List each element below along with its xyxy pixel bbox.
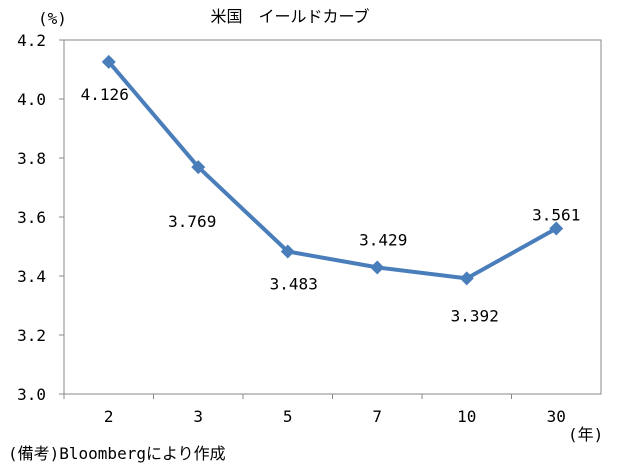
data-point-marker — [191, 160, 206, 175]
data-label: 3.561 — [532, 206, 580, 225]
x-tick-label: 5 — [283, 407, 293, 426]
plot-area-frame — [63, 39, 602, 395]
y-tick-label: 3.0 — [17, 385, 46, 404]
x-tick-label: 10 — [457, 407, 476, 426]
data-point-marker — [280, 244, 295, 259]
series-line — [107, 60, 558, 281]
series-group — [101, 54, 564, 286]
x-tick-label: 2 — [104, 407, 114, 426]
y-tick-label: 3.4 — [17, 267, 46, 286]
x-tick-label: 3 — [193, 407, 203, 426]
source-note: (備考)Bloombergにより作成 — [8, 444, 226, 463]
x-axis-unit-label: (年) — [568, 425, 603, 444]
data-label: 3.483 — [270, 275, 318, 294]
x-axis: 2 3 5 7 10 30 — [63, 394, 566, 426]
data-point-marker — [370, 260, 385, 275]
y-tick-label: 3.2 — [17, 326, 46, 345]
x-tick-label: 30 — [547, 407, 566, 426]
data-label: 3.429 — [359, 230, 407, 249]
data-label: 3.392 — [451, 306, 499, 325]
y-tick-label: 3.6 — [17, 208, 46, 227]
data-labels-group: 4.126 3.769 3.483 3.429 3.392 3.561 — [81, 85, 581, 326]
x-tick-label: 7 — [372, 407, 382, 426]
y-tick-label: 3.8 — [17, 149, 46, 168]
data-point-marker — [101, 54, 116, 69]
data-point-marker — [459, 271, 474, 286]
y-tick-label: 4.0 — [17, 90, 46, 109]
y-axis: 3.0 3.2 3.4 3.6 3.8 4.0 4.2 — [17, 31, 64, 404]
data-label: 4.126 — [81, 85, 129, 104]
chart-title: 米国 イールドカーブ — [210, 7, 369, 26]
data-label: 3.769 — [168, 212, 216, 231]
y-axis-unit-label: (%) — [38, 9, 67, 28]
data-point-marker — [549, 221, 564, 236]
y-tick-label: 4.2 — [17, 31, 46, 50]
